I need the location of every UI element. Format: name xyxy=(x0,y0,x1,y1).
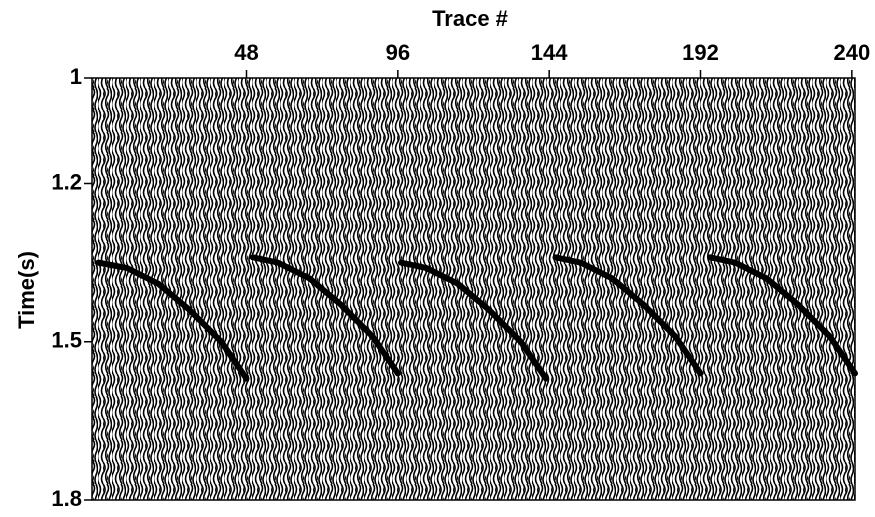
y-tick-label: 1.5 xyxy=(51,328,82,353)
event-curve xyxy=(397,259,550,382)
y-axis-label: Time(s) xyxy=(14,251,39,329)
wiggle-texture xyxy=(91,77,856,501)
y-tick-label: 1.2 xyxy=(51,169,82,194)
x-axis-label: Trace # xyxy=(432,6,508,31)
y-tick-label: 1.8 xyxy=(51,486,82,511)
event-curve xyxy=(552,254,704,377)
x-tick-label: 48 xyxy=(234,40,258,65)
x-tick-label: 192 xyxy=(682,40,719,65)
x-tick-label: 240 xyxy=(833,40,870,65)
event-curve xyxy=(95,259,250,382)
x-tick-label: 96 xyxy=(386,40,410,65)
event-curve xyxy=(249,254,401,377)
event-curve xyxy=(706,254,858,377)
y-tick-label: 1 xyxy=(70,64,82,89)
x-tick-label: 144 xyxy=(531,40,568,65)
